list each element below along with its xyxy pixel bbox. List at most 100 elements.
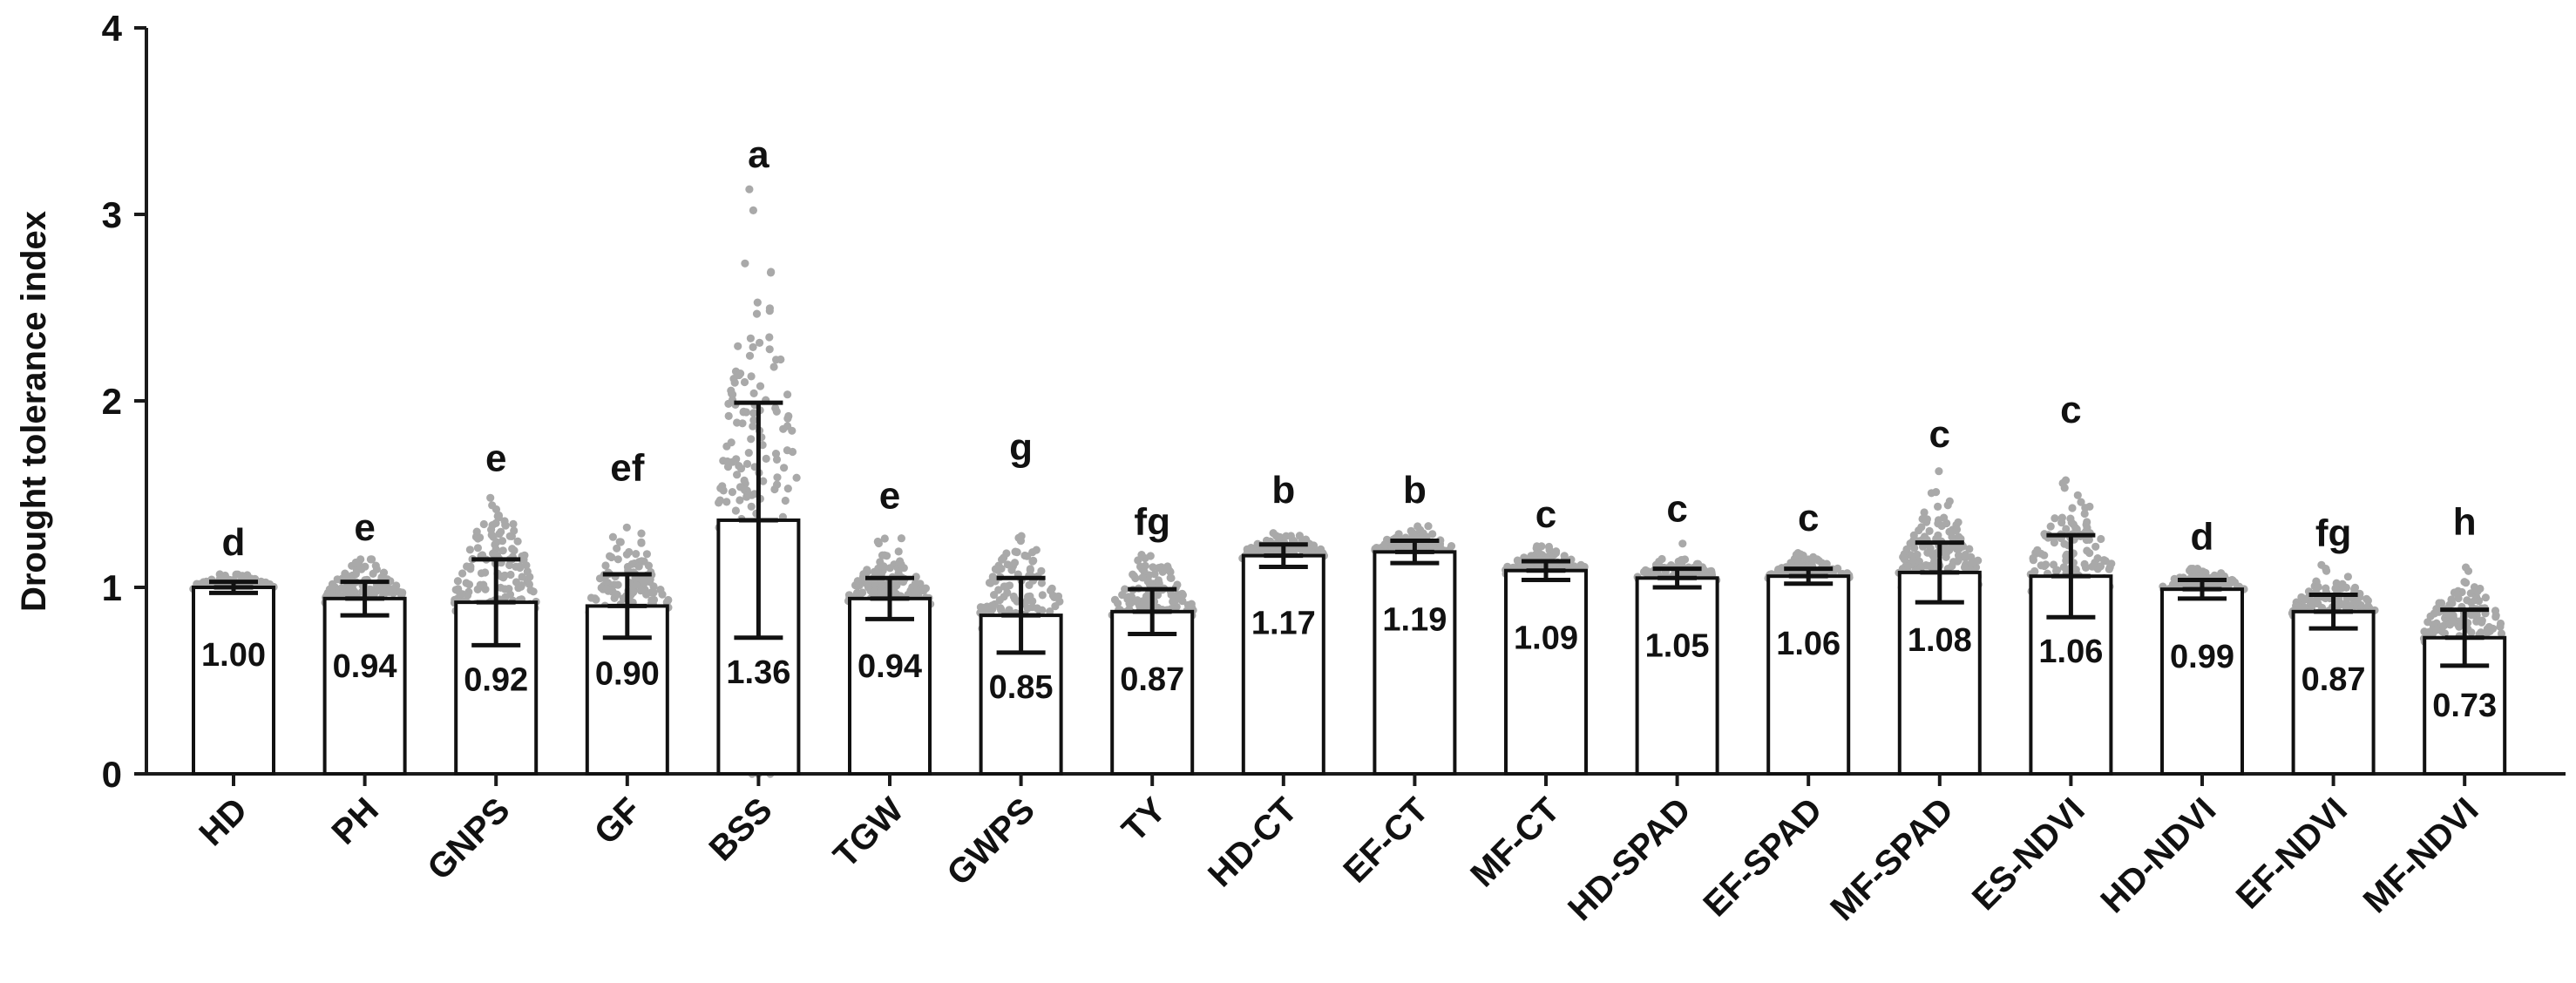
data-point (644, 561, 654, 570)
data-point (1945, 497, 1954, 505)
data-point (745, 351, 755, 360)
data-point (2101, 557, 2110, 566)
data-point (776, 355, 785, 364)
data-point (2221, 580, 2230, 589)
data-point (1173, 580, 1182, 589)
data-point (756, 338, 764, 347)
data-point (2088, 562, 2097, 571)
significance-letter: b (1403, 469, 1427, 512)
data-point (1935, 467, 1943, 476)
bar (1635, 576, 1719, 776)
data-point (592, 595, 600, 604)
data-point (740, 377, 749, 387)
x-tick-label: GF (587, 790, 648, 851)
x-tick-label: HD (192, 790, 254, 853)
data-point (639, 575, 647, 585)
x-tick-label: BSS (702, 790, 779, 868)
data-point (1813, 555, 1821, 564)
data-point (753, 298, 762, 307)
data-point (1424, 522, 1433, 531)
data-point (853, 577, 862, 586)
data-point (2105, 565, 2113, 573)
data-point (1922, 515, 1931, 524)
data-point (2342, 603, 2350, 612)
data-point (1834, 564, 1842, 573)
bar (1373, 550, 1457, 776)
data-point (647, 588, 656, 597)
data-point (2363, 596, 2372, 605)
data-point (1542, 553, 1550, 561)
data-point (2437, 599, 2446, 607)
data-point (1133, 596, 1142, 605)
data-point (1167, 573, 1176, 583)
data-point (1051, 602, 1060, 611)
value-label: 1.06 (2038, 634, 2103, 670)
data-point (1428, 530, 1437, 539)
y-tick-label: 0 (102, 754, 122, 795)
data-point (765, 333, 774, 342)
data-point (1114, 599, 1122, 608)
data-point (1793, 558, 1801, 566)
data-point (993, 565, 1002, 573)
bar (192, 586, 275, 776)
data-point (742, 459, 752, 469)
data-point (1175, 593, 1183, 602)
data-point (613, 544, 621, 553)
data-point (2473, 587, 2482, 596)
data-point (734, 342, 742, 350)
data-point (379, 589, 388, 598)
data-point (1910, 544, 1919, 553)
data-point (771, 450, 781, 458)
data-point (645, 578, 654, 586)
data-point (2053, 566, 2062, 574)
bar (1897, 570, 1982, 776)
value-label: 0.92 (464, 661, 528, 698)
data-point (746, 334, 756, 342)
data-point (792, 473, 801, 482)
significance-letter: c (1798, 497, 1819, 539)
data-point (756, 382, 765, 390)
data-point (728, 488, 737, 497)
data-point (1003, 560, 1012, 569)
data-point (342, 571, 350, 580)
y-tick-label: 2 (102, 381, 122, 422)
x-tick-label: HD-SPAD (1561, 790, 1698, 928)
data-point (882, 552, 891, 560)
value-label: 0.87 (1120, 661, 1184, 698)
data-point (500, 585, 510, 593)
data-point (1940, 513, 1949, 522)
data-point (2073, 491, 2082, 499)
significance-letter: fg (2315, 512, 2352, 554)
data-point (634, 562, 643, 571)
data-point (622, 550, 632, 559)
data-point (1286, 545, 1295, 553)
data-point (1026, 592, 1034, 600)
data-point (1952, 525, 1962, 534)
data-point (2083, 546, 2091, 555)
data-point (351, 558, 360, 567)
value-labels: 1.00 0.94 0.92 0.90 1.36 0.94 0.85 0.87 1.17 1.19… (201, 601, 2497, 723)
data-point (1529, 553, 1538, 561)
value-label: 0.94 (333, 648, 397, 685)
data-point (601, 561, 610, 570)
data-point (466, 562, 475, 571)
data-point (2300, 594, 2308, 603)
data-point (747, 502, 756, 511)
data-point (781, 496, 790, 505)
data-point (728, 458, 736, 466)
x-tick-label: MF-CT (1463, 790, 1567, 894)
significance-letter: a (748, 133, 769, 176)
data-point (767, 268, 776, 276)
data-point (1904, 562, 1913, 571)
data-point (200, 579, 209, 587)
bar (1110, 609, 1195, 776)
data-point (740, 476, 749, 485)
data-point (2033, 546, 2042, 554)
data-point (642, 550, 652, 559)
data-point (1137, 551, 1146, 559)
x-tick-label: TY (1115, 790, 1173, 849)
data-point (2068, 504, 2077, 512)
y-ticks: 0 1 2 3 4 (102, 8, 146, 795)
data-point (465, 546, 475, 554)
data-point (1011, 547, 1020, 556)
